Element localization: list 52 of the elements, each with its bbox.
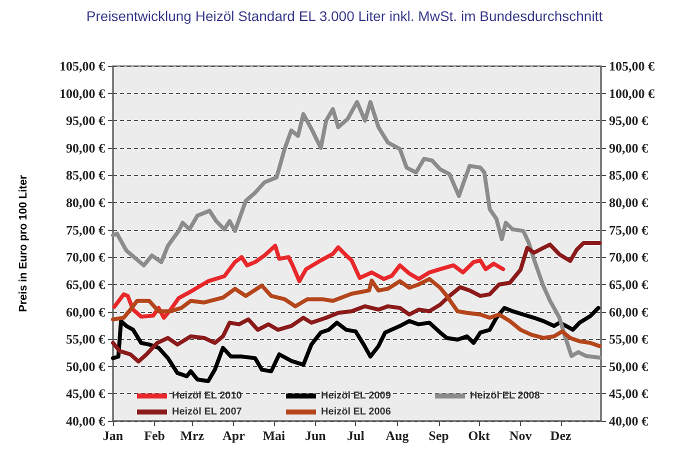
x-tick-label: Okt xyxy=(468,428,491,443)
y-tick-label: 75,00 € xyxy=(66,222,106,238)
y2-tick-label: 100,00 € xyxy=(609,86,655,101)
legend-label: Heizöl EL 2008 xyxy=(470,390,540,402)
y-tick-label: 60,00 € xyxy=(66,304,106,320)
y-tick-label: 85,00 € xyxy=(66,168,106,183)
x-tick-label: Dez xyxy=(550,428,572,443)
x-tick-label: Mrz xyxy=(180,428,204,443)
y2-tick-label: 50,00 € xyxy=(609,358,648,374)
chart-title: Preisentwicklung Heizöl Standard EL 3.000 Liter inkl. MwSt. im Bundesdurchschnitt xyxy=(86,8,603,24)
y-tick-label: 80,00 € xyxy=(66,195,106,210)
y-tick-label: 50,00 € xyxy=(66,358,106,374)
y-tick-label: 55,00 € xyxy=(66,332,106,347)
x-tick-label: Jul xyxy=(346,428,365,443)
x-tick-label: Nov xyxy=(509,428,532,443)
y-tick-label: 70,00 € xyxy=(66,250,106,265)
legend-label: Heizöl EL 2007 xyxy=(172,406,242,418)
legend-label: Heizöl EL 2010 xyxy=(172,390,242,402)
y2-tick-label: 85,00 € xyxy=(609,168,648,183)
y2-tick-label: 80,00 € xyxy=(609,195,648,210)
line-series xyxy=(111,240,602,364)
y2-tick-label: 70,00 € xyxy=(609,250,648,265)
y2-tick-label: 90,00 € xyxy=(609,140,648,156)
y2-tick-label: 75,00 € xyxy=(609,222,648,238)
x-tick-label: Aug xyxy=(386,428,410,443)
y-tick-label: 65,00 € xyxy=(66,276,106,292)
y2-tick-label: 105,00 € xyxy=(609,58,655,74)
line-series xyxy=(111,277,602,348)
line-series xyxy=(111,306,600,384)
legend-label: Heizöl EL 2006 xyxy=(321,406,392,418)
x-tick-label: Apr xyxy=(222,428,246,443)
y2-tick-label: 65,00 € xyxy=(609,276,648,292)
y2-tick-label: 60,00 € xyxy=(609,304,648,320)
line-series xyxy=(112,244,506,320)
line-series xyxy=(111,100,602,360)
x-tick-label: Mai xyxy=(262,428,286,443)
y-tick-label: 100,00 € xyxy=(60,86,106,101)
x-tick-label: Feb xyxy=(144,428,166,443)
y2-tick-label: 45,00 € xyxy=(609,386,648,402)
y2-tick-label: 55,00 € xyxy=(609,332,648,347)
y-tick-label: 40,00 € xyxy=(66,414,106,428)
x-tick-label: Sep xyxy=(428,428,449,443)
y-tick-label: 95,00 € xyxy=(66,113,106,128)
y2-tick-label: 95,00 € xyxy=(609,113,648,128)
y2-tick-label: 40,00 € xyxy=(609,414,648,428)
x-tick-label: Jun xyxy=(304,428,327,443)
y-tick-label: 90,00 € xyxy=(66,140,106,156)
x-tick-label: Jan xyxy=(102,428,124,443)
y-tick-label: 45,00 € xyxy=(66,386,106,402)
legend-label: Heizöl EL 2009 xyxy=(321,390,392,402)
y-tick-label: 105,00 € xyxy=(60,58,106,74)
y-axis-title: Preis in Euro pro 100 Liter xyxy=(18,174,30,312)
